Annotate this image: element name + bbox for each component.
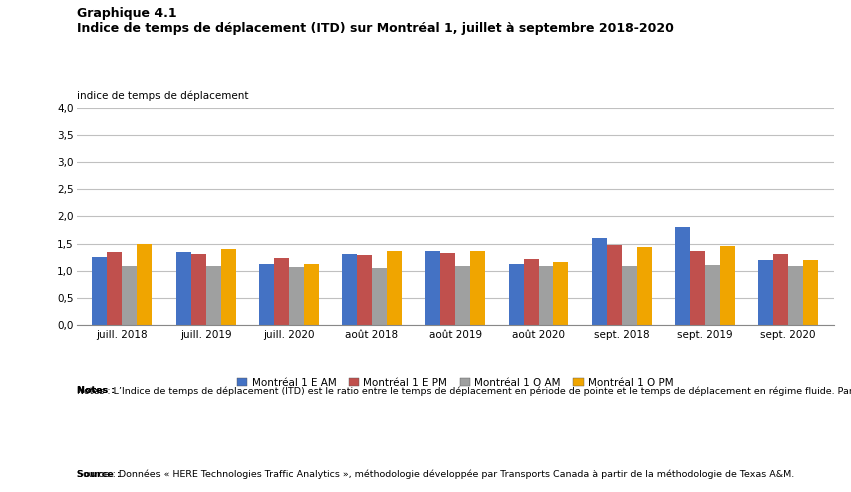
Text: Notes :: Notes : xyxy=(77,386,115,395)
Text: Source :: Source : xyxy=(77,470,120,479)
Bar xyxy=(288,267,304,325)
Bar xyxy=(591,238,607,325)
Bar xyxy=(304,264,319,325)
Text: indice de temps de déplacement: indice de temps de déplacement xyxy=(77,91,248,101)
Text: Source : Données « HERE Technologies Traffic Analytics », méthodologie développé: Source : Données « HERE Technologies Tra… xyxy=(77,470,794,479)
Bar xyxy=(471,251,485,325)
Bar xyxy=(675,227,690,325)
Bar xyxy=(357,255,372,325)
Text: Notes :: Notes : xyxy=(77,386,115,395)
Bar xyxy=(774,254,788,325)
Bar xyxy=(93,256,107,325)
Bar xyxy=(788,266,803,325)
Bar xyxy=(107,252,123,325)
Bar xyxy=(137,244,152,325)
Bar xyxy=(553,263,568,325)
Legend: Montréal 1 E AM, Montréal 1 E PM, Montréal 1 O AM, Montréal 1 O PM: Montréal 1 E AM, Montréal 1 E PM, Montré… xyxy=(237,377,674,388)
Bar xyxy=(426,251,440,325)
Bar xyxy=(705,265,720,325)
Text: Indice de temps de déplacement (ITD) sur Montréal 1, juillet à septembre 2018-20: Indice de temps de déplacement (ITD) sur… xyxy=(77,22,673,35)
Bar xyxy=(803,260,818,325)
Text: Graphique 4.1: Graphique 4.1 xyxy=(77,7,176,20)
Bar xyxy=(509,264,523,325)
Bar xyxy=(220,249,236,325)
Bar xyxy=(455,266,471,325)
Bar xyxy=(720,246,735,325)
Bar xyxy=(191,254,206,325)
Bar xyxy=(637,247,652,325)
Bar xyxy=(274,258,288,325)
Bar xyxy=(342,254,357,325)
Bar xyxy=(259,264,274,325)
Bar xyxy=(523,259,539,325)
Bar xyxy=(175,251,191,325)
Bar xyxy=(387,251,402,325)
Bar xyxy=(690,251,705,325)
Bar xyxy=(123,266,137,325)
Bar xyxy=(440,253,455,325)
Bar xyxy=(206,266,220,325)
Bar xyxy=(539,266,553,325)
Bar xyxy=(622,266,637,325)
Bar xyxy=(372,268,387,325)
Text: Notes : L’Indice de temps de déplacement (ITD) est le ratio entre le temps de dé: Notes : L’Indice de temps de déplacement… xyxy=(77,386,851,396)
Bar xyxy=(607,245,622,325)
Bar xyxy=(758,260,774,325)
